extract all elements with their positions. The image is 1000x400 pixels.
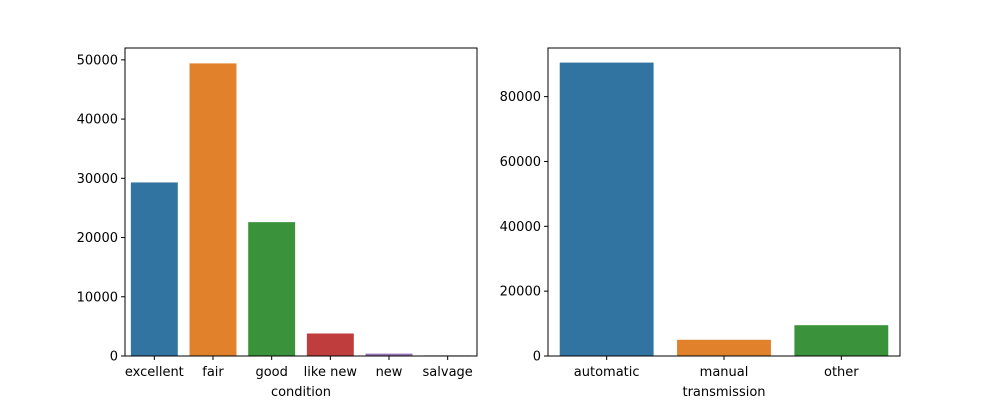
condition-axes-frame bbox=[124, 47, 478, 357]
y-tick-label-20000: 20000 bbox=[500, 285, 541, 300]
x-tick-label-good: good bbox=[255, 365, 287, 380]
y-tick-label-30000: 30000 bbox=[77, 172, 118, 187]
condition-y-ticks: 0 10000 20000 30000 40000 50000 bbox=[77, 53, 125, 365]
y-tick-label-40000: 40000 bbox=[500, 220, 541, 235]
y-tick-label-10000: 10000 bbox=[77, 290, 118, 305]
x-tick-label-automatic: automatic bbox=[574, 365, 640, 380]
condition-x-axis-label: condition bbox=[271, 385, 331, 400]
condition-bars bbox=[130, 63, 472, 357]
y-tick-label-50000: 50000 bbox=[77, 53, 118, 68]
condition-bar-chart: 0 10000 20000 30000 40000 50000 excellent fair… bbox=[77, 47, 478, 400]
bar-excellent bbox=[130, 182, 178, 356]
y-tick-label-60000: 60000 bbox=[500, 155, 541, 170]
y-tick-label-40000: 40000 bbox=[77, 113, 118, 128]
x-tick-label-excellent: excellent bbox=[125, 365, 184, 380]
transmission-bar-chart: 0 20000 40000 60000 80000 automatic manual oth… bbox=[500, 47, 901, 400]
bar-good bbox=[248, 222, 296, 356]
y-tick-label-80000: 80000 bbox=[500, 90, 541, 105]
transmission-axes-frame bbox=[547, 47, 901, 357]
condition-x-ticks: excellent fair good like new new salvage bbox=[125, 356, 473, 380]
bar-like-new bbox=[306, 333, 354, 356]
bar-fair bbox=[189, 63, 237, 357]
transmission-bars bbox=[559, 62, 889, 357]
transmission-y-ticks: 0 20000 40000 60000 80000 bbox=[500, 90, 548, 365]
bar-other bbox=[794, 325, 889, 356]
x-tick-label-manual: manual bbox=[700, 365, 749, 380]
x-tick-label-new: new bbox=[376, 365, 403, 380]
x-tick-label-other: other bbox=[824, 365, 859, 380]
x-tick-label-salvage: salvage bbox=[423, 365, 473, 380]
x-tick-label-like-new: like new bbox=[304, 365, 358, 380]
transmission-x-axis-label: transmission bbox=[682, 385, 765, 400]
y-tick-label-0: 0 bbox=[110, 350, 118, 365]
y-tick-label-20000: 20000 bbox=[77, 231, 118, 246]
transmission-x-ticks: automatic manual other bbox=[574, 356, 859, 380]
x-tick-label-fair: fair bbox=[202, 365, 224, 380]
bar-manual bbox=[677, 339, 771, 356]
y-tick-label-0: 0 bbox=[533, 350, 541, 365]
bar-new bbox=[365, 353, 413, 356]
bar-automatic bbox=[559, 62, 654, 357]
